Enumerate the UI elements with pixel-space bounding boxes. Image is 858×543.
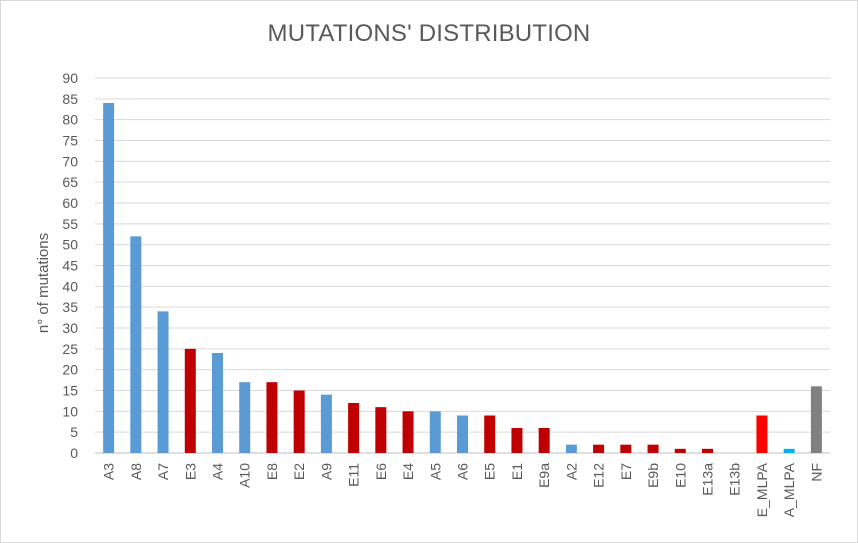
x-tick-label: E13b — [727, 463, 743, 496]
x-tick-label: E12 — [591, 463, 607, 488]
bar-a9 — [320, 394, 332, 453]
bar-e4 — [402, 411, 414, 453]
gridlines — [95, 77, 830, 454]
bar-e6 — [375, 407, 387, 453]
bar-a6 — [457, 415, 468, 453]
bar-e12 — [593, 444, 605, 453]
bar-e3 — [184, 348, 196, 453]
x-tick-label: E11 — [346, 463, 362, 487]
x-tick-label: E9b — [645, 463, 661, 488]
x-tick-label: E6 — [373, 463, 389, 480]
x-tick-label: E9a — [536, 463, 552, 488]
y-tick-labels: 0 5 10 15 20 25 30 35 40 45 50 55 60 65 70 75 80 85 90 — [62, 70, 78, 461]
y-tick-label: 30 — [62, 320, 78, 336]
x-tick-label: A2 — [563, 463, 579, 480]
x-tick-label: E3 — [182, 463, 198, 480]
y-tick-label: 20 — [62, 362, 78, 378]
y-tick-label: 0 — [70, 445, 78, 461]
y-tick-label: 40 — [62, 278, 78, 294]
bar-e8 — [266, 382, 278, 453]
bar-a8 — [130, 236, 142, 453]
y-tick-label: 85 — [62, 91, 78, 107]
chart-title: MUTATIONS' DISTRIBUTION — [267, 20, 591, 47]
y-tick-label: 45 — [62, 258, 78, 274]
x-tick-label: E8 — [264, 463, 280, 480]
x-tick-label: E_MLPA — [754, 462, 770, 517]
x-tick-label: A9 — [318, 463, 334, 480]
bar-a5 — [429, 411, 441, 453]
x-tick-label: A3 — [101, 463, 117, 480]
bar-a2 — [565, 444, 577, 453]
x-tick-label: E13a — [700, 463, 716, 496]
bar-a-mlpa — [783, 448, 795, 453]
y-axis-label: n° of mutations — [35, 233, 52, 333]
bar-e1 — [511, 428, 523, 453]
bar-a10 — [239, 382, 251, 453]
x-tick-label: E1 — [509, 463, 525, 480]
bar-e7 — [620, 444, 632, 453]
y-tick-label: 90 — [62, 70, 78, 86]
x-tick-label: E4 — [400, 463, 416, 480]
y-tick-label: 15 — [62, 383, 78, 399]
bars — [103, 103, 822, 453]
y-tick-label: 80 — [62, 112, 78, 128]
x-tick-label: A5 — [427, 463, 443, 480]
bar-e5 — [484, 415, 496, 453]
bar-e13a — [702, 448, 713, 453]
y-tick-label: 25 — [62, 341, 78, 357]
y-tick-label: 70 — [62, 153, 78, 169]
y-tick-label: 50 — [62, 237, 78, 253]
y-tick-label: 55 — [62, 216, 78, 232]
y-tick-label: 10 — [62, 403, 78, 419]
y-tick-label: 5 — [70, 424, 78, 440]
y-tick-label: 75 — [62, 133, 78, 149]
x-tick-label: E2 — [291, 463, 307, 480]
bar-e9b — [647, 444, 659, 453]
bar-a3 — [103, 103, 115, 453]
x-tick-label: E10 — [672, 463, 688, 488]
bar-a7 — [157, 311, 169, 453]
y-tick-label: 65 — [62, 174, 78, 190]
bar-nf — [810, 386, 822, 453]
x-tick-label: E5 — [482, 463, 498, 480]
x-tick-label: A4 — [210, 463, 226, 480]
bar-e11 — [348, 403, 360, 453]
bar-e2 — [293, 390, 305, 453]
x-tick-labels: A3 A8 A7 E3 A4 A10 E8 E2 A9 E11 E6 E4 A5 A6 E5 E1 E9a A2 E… — [101, 462, 825, 517]
x-tick-label: A6 — [455, 463, 471, 480]
y-tick-label: 60 — [62, 195, 78, 211]
bar-a4 — [212, 353, 223, 453]
x-tick-label: A7 — [155, 463, 171, 480]
x-tick-label: A_MLPA — [781, 462, 797, 517]
x-tick-label: E7 — [618, 463, 634, 480]
y-tick-label: 35 — [62, 299, 78, 315]
x-tick-label: A8 — [128, 463, 144, 480]
x-tick-label: NF — [808, 463, 824, 482]
x-tick-label: A10 — [237, 463, 253, 488]
bar-e10 — [674, 448, 686, 453]
bar-e9a — [538, 428, 550, 453]
bar-e-mlpa — [756, 415, 768, 453]
